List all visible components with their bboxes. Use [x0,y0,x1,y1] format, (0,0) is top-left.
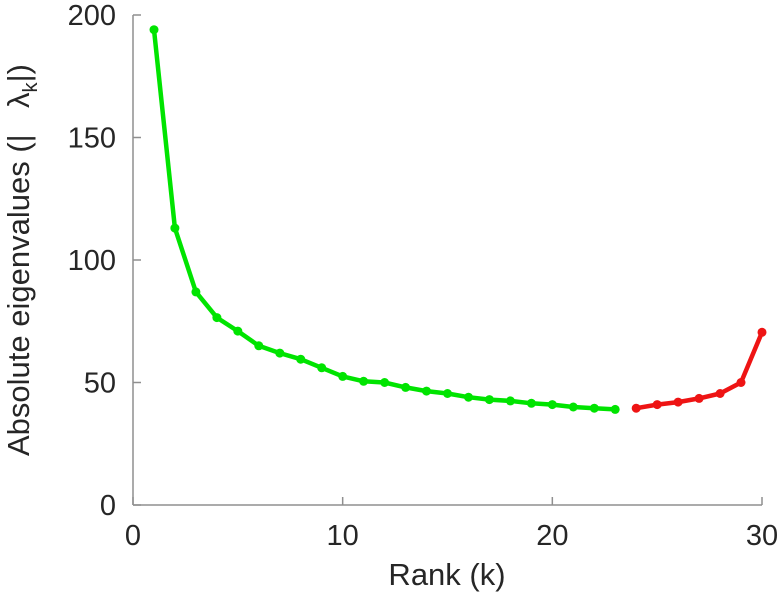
leading-eigenvalues-marker [212,313,222,323]
y-axis-label: Absolute eigenvalues (| λk|) [1,64,43,456]
y-tick-label: 100 [68,245,116,277]
leading-eigenvalues-marker [359,376,369,386]
leading-eigenvalues-marker [254,341,264,351]
leading-eigenvalues-marker [568,402,578,412]
lambda-symbol: λ [1,92,37,108]
leading-eigenvalues-marker [170,223,180,233]
leading-eigenvalues-marker [526,398,536,408]
y-tick-label: 50 [84,368,116,400]
lambda-subscript: k [19,82,42,93]
leading-eigenvalues-marker [233,326,243,336]
leading-eigenvalues-marker [149,25,159,35]
trailing-eigenvalues-marker [652,400,662,410]
leading-eigenvalues-line [151,27,618,412]
leading-eigenvalues-marker [547,400,557,410]
leading-eigenvalues-marker [380,378,390,387]
trailing-eigenvalues-marker [736,378,746,387]
x-tick-label: 20 [536,520,568,552]
leading-eigenvalues-marker [505,396,515,406]
leading-eigenvalues-marker [422,386,431,396]
leading-eigenvalues-marker [275,348,285,358]
x-tick-label: 30 [746,520,778,552]
trailing-eigenvalues-marker [715,389,725,398]
y-tick-label: 150 [68,123,116,155]
y-axis-label-suffix: |) [1,63,37,83]
trailing-eigenvalues-marker [694,393,704,403]
leading-eigenvalues-marker [191,287,201,297]
trailing-eigenvalues-marker [673,397,683,407]
leading-eigenvalues-marker [401,382,411,392]
leading-eigenvalues-marker [296,354,306,364]
y-tick-label: 0 [100,490,116,522]
leading-eigenvalues-marker [464,392,473,402]
x-tick-label: 10 [327,520,359,552]
y-tick-label: 200 [68,0,116,32]
leading-eigenvalues-marker [317,363,327,373]
leading-eigenvalues-marker [338,371,348,381]
trailing-eigenvalues-marker [757,327,767,337]
leading-eigenvalues-marker [610,404,620,414]
leading-eigenvalues-marker [443,389,452,398]
leading-eigenvalues-marker [484,395,494,405]
trailing-eigenvalues-marker [631,403,641,413]
x-tick-label: 0 [125,520,141,552]
x-axis-label: Rank (k) [388,557,506,592]
leading-eigenvalues-marker [589,403,599,413]
y-axis-label-prefix: Absolute eigenvalues (| [1,134,37,457]
